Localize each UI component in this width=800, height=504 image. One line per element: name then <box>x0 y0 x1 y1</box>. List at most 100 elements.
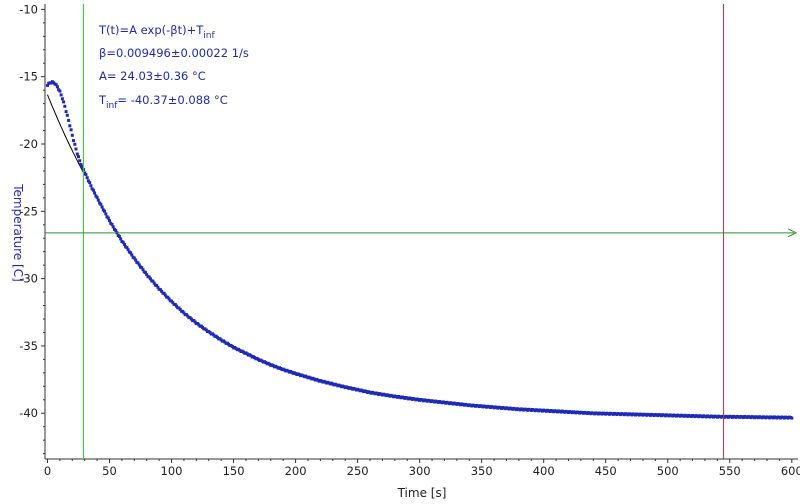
data-point <box>68 124 72 128</box>
cursor-layer <box>45 4 798 459</box>
x-tick-label: 350 <box>471 464 493 478</box>
data-point <box>104 212 108 216</box>
data-point <box>125 246 129 249</box>
data-point <box>148 277 152 281</box>
x-tick-label: 500 <box>657 464 679 478</box>
ticks-layer: 0 50 100 150 200 250 300 350 400 450 500 550 600 -10 -… <box>19 2 800 478</box>
data-point <box>69 128 73 132</box>
data-point <box>70 133 74 137</box>
data-point <box>108 219 111 223</box>
x-tick-label: 250 <box>347 464 369 478</box>
data-point <box>106 216 110 220</box>
data-point <box>140 266 144 270</box>
data-point <box>79 163 83 166</box>
data-point <box>119 237 123 241</box>
data-point <box>67 118 71 122</box>
data-point <box>114 228 118 232</box>
x-tick-label: 150 <box>223 464 245 478</box>
y-axis-label: Temperature [C] <box>11 183 25 282</box>
data-point <box>91 188 95 192</box>
data-point <box>151 279 155 283</box>
fit-annotation: T(t)=A exp(-βt)+Tinf β=0.009496±0.00022 … <box>98 23 249 111</box>
y-tick-label: -25 <box>19 204 38 218</box>
y-tick-label: -20 <box>19 137 38 151</box>
x-tick-label: 0 <box>44 464 51 478</box>
annotation-formula-main: T(t)=A exp(-βt)+T <box>98 23 204 37</box>
data-point <box>178 308 182 311</box>
data-point <box>163 293 167 297</box>
x-tick-label: 300 <box>409 464 431 478</box>
data-point <box>55 85 59 89</box>
plot-frame <box>44 4 798 460</box>
data-point <box>182 311 186 315</box>
data-point <box>193 320 197 324</box>
annotation-Tinf-sub: inf <box>106 101 118 111</box>
data-point <box>80 165 84 168</box>
y-tick-label: -10 <box>19 2 38 16</box>
x-tick-label: 400 <box>533 464 555 478</box>
data-point <box>186 314 190 318</box>
data-point <box>155 284 159 287</box>
data-point <box>117 235 121 238</box>
y-tick-label: -30 <box>19 272 38 286</box>
data-point <box>93 191 97 195</box>
data-point <box>122 242 126 246</box>
annotation-A: A= 24.03±0.36 °C <box>99 69 206 83</box>
annotation-Tinf-rest: = -40.37±0.088 °C <box>117 93 227 107</box>
data-point <box>88 181 92 185</box>
x-axis-label: Time [s] <box>397 486 447 500</box>
data-point <box>84 173 88 177</box>
data-point <box>144 271 147 275</box>
data-point <box>54 83 58 87</box>
x-tick-label: 550 <box>719 464 741 478</box>
data-point <box>173 303 177 306</box>
data-point <box>63 104 67 108</box>
fit-curve <box>47 94 86 176</box>
annotation-beta: β=0.009496±0.00022 1/s <box>99 46 249 60</box>
y-tick-label: -40 <box>19 406 38 420</box>
data-point <box>74 147 78 151</box>
data-point <box>83 171 87 175</box>
data-point <box>167 297 171 301</box>
data-point <box>111 225 115 229</box>
data-point <box>110 222 114 226</box>
data-point <box>58 89 62 93</box>
data-point <box>156 285 160 289</box>
x-tick-label: 600 <box>781 464 800 478</box>
x-tick-label: 200 <box>285 464 307 478</box>
data-point <box>171 301 175 305</box>
data-point <box>145 273 149 277</box>
data-point <box>86 179 90 183</box>
data-point <box>95 195 99 199</box>
data-point <box>126 248 130 252</box>
data-point <box>103 209 106 213</box>
data-point <box>72 139 75 143</box>
data-point <box>85 176 89 180</box>
x-tick-label: 50 <box>102 464 117 478</box>
data-point <box>790 416 794 420</box>
annotation-Tinf: Tinf= -40.37±0.088 °C <box>98 93 228 111</box>
data-point <box>60 97 64 101</box>
y-tick-label: -35 <box>19 339 38 353</box>
data-point <box>132 256 136 260</box>
arrow-head-icon <box>787 228 798 238</box>
data-point <box>147 275 151 279</box>
data-point <box>152 281 156 285</box>
y-tick-label: -15 <box>19 70 38 84</box>
data-point <box>137 263 141 267</box>
annotation-formula: T(t)=A exp(-βt)+Tinf <box>98 23 215 41</box>
data-point <box>166 295 170 299</box>
data-point <box>75 152 79 156</box>
data-point <box>189 317 193 321</box>
data-point <box>121 240 125 244</box>
data-point <box>96 198 100 202</box>
data-point <box>46 83 49 87</box>
data-point <box>134 258 138 262</box>
data-point <box>160 289 164 293</box>
data-point <box>129 251 133 255</box>
data-point <box>77 155 80 159</box>
data-point <box>62 100 66 104</box>
x-tick-label: 450 <box>595 464 617 478</box>
data-point <box>65 113 69 117</box>
